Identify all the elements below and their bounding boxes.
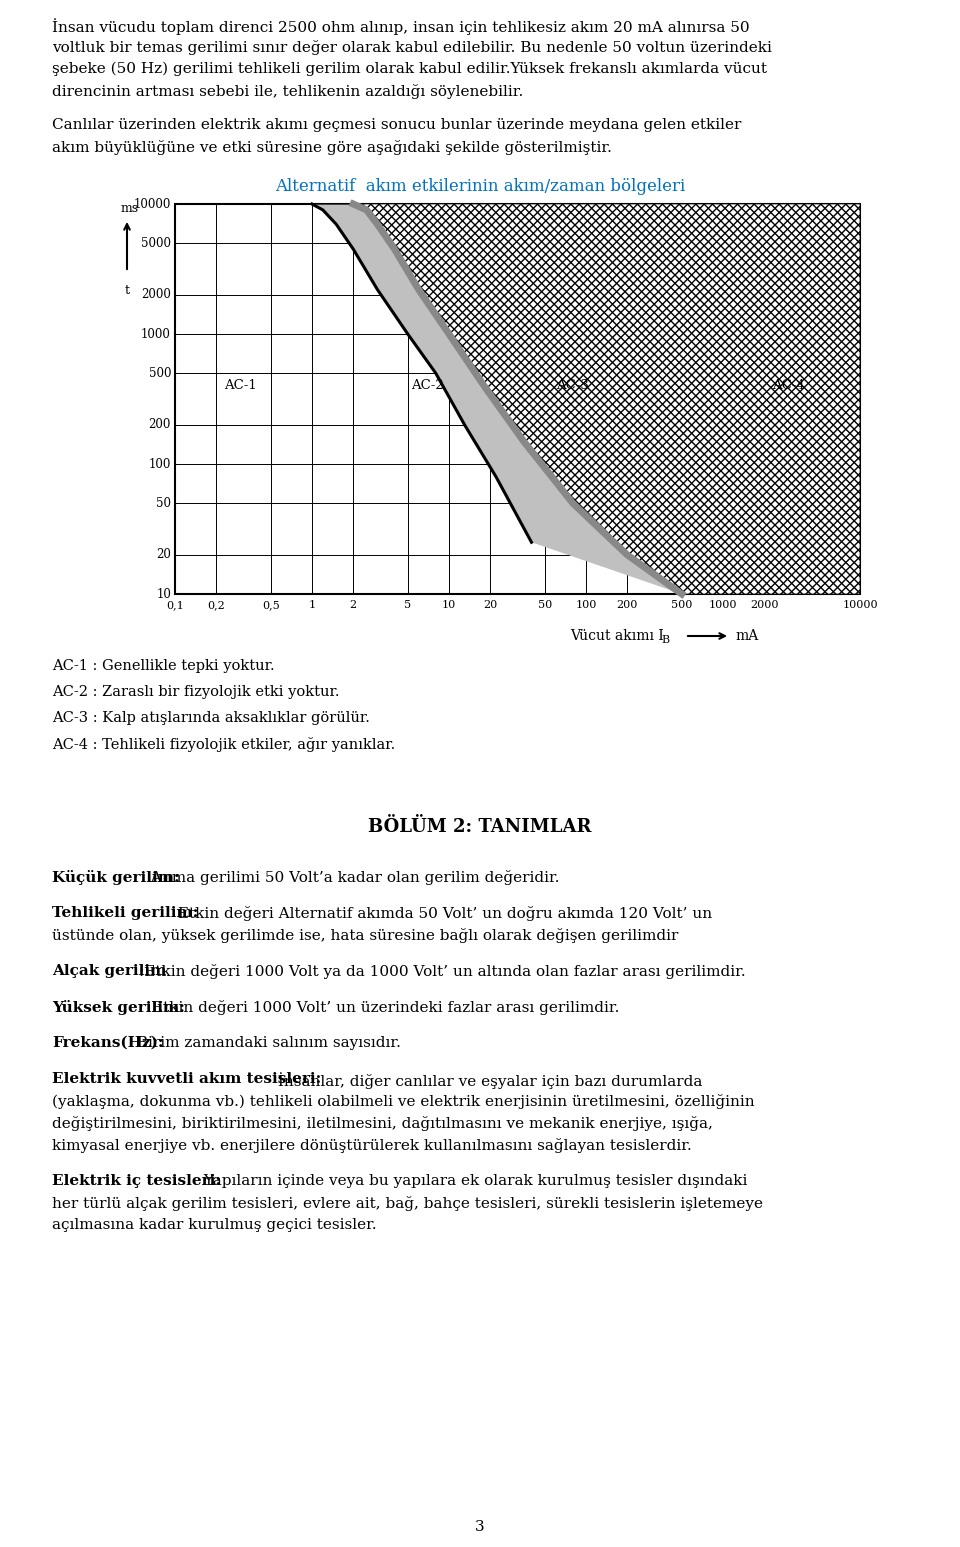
Text: 20: 20 <box>156 548 171 562</box>
Text: ms: ms <box>121 203 139 215</box>
Text: 0,5: 0,5 <box>262 600 279 610</box>
Text: (yaklaşma, dokunma vb.) tehlikeli olabilmeli ve elektrik enerjisinin üretilmesin: (yaklaşma, dokunma vb.) tehlikeli olabil… <box>52 1094 755 1109</box>
Polygon shape <box>312 204 682 594</box>
Text: Alternatif  akım etkilerinin akım/zaman bölgeleri: Alternatif akım etkilerinin akım/zaman b… <box>275 178 685 195</box>
Text: 5000: 5000 <box>141 237 171 249</box>
Text: Elektrik iç tesisleri:: Elektrik iç tesisleri: <box>52 1174 221 1188</box>
Text: Tehlikeli gerilim:: Tehlikeli gerilim: <box>52 907 199 920</box>
Text: AC-4 : Tehlikeli fizyolojik etkiler, ağır yanıklar.: AC-4 : Tehlikeli fizyolojik etkiler, ağı… <box>52 736 396 752</box>
Text: her türlü alçak gerilim tesisleri, evlere ait, bağ, bahçe tesisleri, sürekli tes: her türlü alçak gerilim tesisleri, evler… <box>52 1196 763 1211</box>
Text: 1: 1 <box>308 600 316 610</box>
Text: 100: 100 <box>149 458 171 470</box>
Text: 2000: 2000 <box>750 600 779 610</box>
Text: BÖLÜM 2: TANIMLAR: BÖLÜM 2: TANIMLAR <box>369 818 591 835</box>
Text: 100: 100 <box>575 600 597 610</box>
Text: Alçak gerilim: Alçak gerilim <box>52 964 166 978</box>
Text: 2: 2 <box>349 600 357 610</box>
Text: akım büyüklüğüne ve etki süresine göre aşağıdaki şekilde gösterilmiştir.: akım büyüklüğüne ve etki süresine göre a… <box>52 139 612 155</box>
Text: AC-3 : Kalp atışlarında aksaklıklar görülür.: AC-3 : Kalp atışlarında aksaklıklar görü… <box>52 712 370 726</box>
Text: AC-2: AC-2 <box>412 379 444 393</box>
Text: açılmasına kadar kurulmuş geçici tesisler.: açılmasına kadar kurulmuş geçici tesisle… <box>52 1217 376 1231</box>
Text: 500: 500 <box>671 600 692 610</box>
Text: üstünde olan, yüksek gerilimde ise, hata süresine bağlı olarak değişen gerilimdi: üstünde olan, yüksek gerilimde ise, hata… <box>52 928 679 944</box>
Text: Elektrik kuvvetli akım tesisleri:: Elektrik kuvvetli akım tesisleri: <box>52 1072 322 1086</box>
Text: İnsanlar, diğer canlılar ve eşyalar için bazı durumlarda: İnsanlar, diğer canlılar ve eşyalar için… <box>273 1072 703 1089</box>
Text: 0,2: 0,2 <box>207 600 225 610</box>
Text: Etkin değeri Alternatif akımda 50 Volt’ un doğru akımda 120 Volt’ un: Etkin değeri Alternatif akımda 50 Volt’ … <box>173 907 711 920</box>
Text: şebeke (50 Hz) gerilimi tehlikeli gerilim olarak kabul edilir.Yüksek frekanslı a: şebeke (50 Hz) gerilimi tehlikeli gerili… <box>52 62 767 76</box>
Text: :Etkin değeri 1000 Volt ya da 1000 Volt’ un altında olan fazlar arası gerilimdir: :Etkin değeri 1000 Volt ya da 1000 Volt’… <box>139 964 746 979</box>
Text: 50: 50 <box>156 497 171 509</box>
Text: Yüksek gerilim:: Yüksek gerilim: <box>52 999 185 1015</box>
Text: 20: 20 <box>483 600 497 610</box>
Text: AC-1 : Genellikle tepki yoktur.: AC-1 : Genellikle tepki yoktur. <box>52 659 275 673</box>
Text: 50: 50 <box>538 600 552 610</box>
Text: Küçük gerilim:: Küçük gerilim: <box>52 869 180 885</box>
Text: 10000: 10000 <box>133 198 171 210</box>
Text: 200: 200 <box>149 418 171 432</box>
Polygon shape <box>175 204 860 594</box>
Text: mA: mA <box>735 630 758 644</box>
Text: 2000: 2000 <box>141 288 171 302</box>
Text: kimyasal enerjiye vb. enerjilere dönüştürülerek kullanılmasını sağlayan tesisler: kimyasal enerjiye vb. enerjilere dönüştü… <box>52 1139 692 1153</box>
Text: değiştirilmesini, biriktirilmesini, iletilmesini, dağıtılmasını ve mekanik enerj: değiştirilmesini, biriktirilmesini, ilet… <box>52 1115 713 1131</box>
Text: 0,1: 0,1 <box>166 600 184 610</box>
Text: t: t <box>125 285 130 297</box>
Text: B: B <box>661 634 669 645</box>
Text: Frekans(Hz):: Frekans(Hz): <box>52 1036 163 1050</box>
Text: Canlılar üzerinden elektrik akımı geçmesi sonucu bunlar üzerinde meydana gelen e: Canlılar üzerinden elektrik akımı geçmes… <box>52 118 741 131</box>
Text: Yapıların içinde veya bu yapılara ek olarak kurulmuş tesisler dışındaki: Yapıların içinde veya bu yapılara ek ola… <box>200 1174 748 1188</box>
Text: Vücut akımı I: Vücut akımı I <box>570 630 663 644</box>
Text: direncinin artması sebebi ile, tehlikenin azaldığı söylenebilir.: direncinin artması sebebi ile, tehlikeni… <box>52 84 523 99</box>
Text: Birim zamandaki salınım sayısıdır.: Birim zamandaki salınım sayısıdır. <box>132 1036 401 1050</box>
Text: 10000: 10000 <box>842 600 877 610</box>
Bar <box>175 204 860 594</box>
Text: voltluk bir temas gerilimi sınır değer olarak kabul edilebilir. Bu nedenle 50 vo: voltluk bir temas gerilimi sınır değer o… <box>52 40 772 56</box>
Text: 1000: 1000 <box>708 600 737 610</box>
Text: 10: 10 <box>442 600 456 610</box>
Text: Anma gerilimi 50 Volt’a kadar olan gerilim değeridir.: Anma gerilimi 50 Volt’a kadar olan geril… <box>146 869 560 885</box>
Text: 500: 500 <box>149 367 171 379</box>
Text: AC-1: AC-1 <box>224 379 256 393</box>
Text: AC-4: AC-4 <box>772 379 804 393</box>
Text: İnsan vücudu toplam direnci 2500 ohm alınıp, insan için tehlikesiz akım 20 mA al: İnsan vücudu toplam direnci 2500 ohm alı… <box>52 19 750 36</box>
Text: AC-2 : Zaraslı bir fizyolojik etki yoktur.: AC-2 : Zaraslı bir fizyolojik etki yoktu… <box>52 685 340 699</box>
Text: 3: 3 <box>475 1521 485 1535</box>
Text: Etkin değeri 1000 Volt’ un üzerindeki fazlar arası gerilimdir.: Etkin değeri 1000 Volt’ un üzerindeki fa… <box>153 999 620 1015</box>
Text: 10: 10 <box>156 588 171 600</box>
Text: AC-3: AC-3 <box>556 379 589 393</box>
Text: 5: 5 <box>404 600 411 610</box>
Text: 200: 200 <box>616 600 638 610</box>
Text: 1000: 1000 <box>141 328 171 340</box>
